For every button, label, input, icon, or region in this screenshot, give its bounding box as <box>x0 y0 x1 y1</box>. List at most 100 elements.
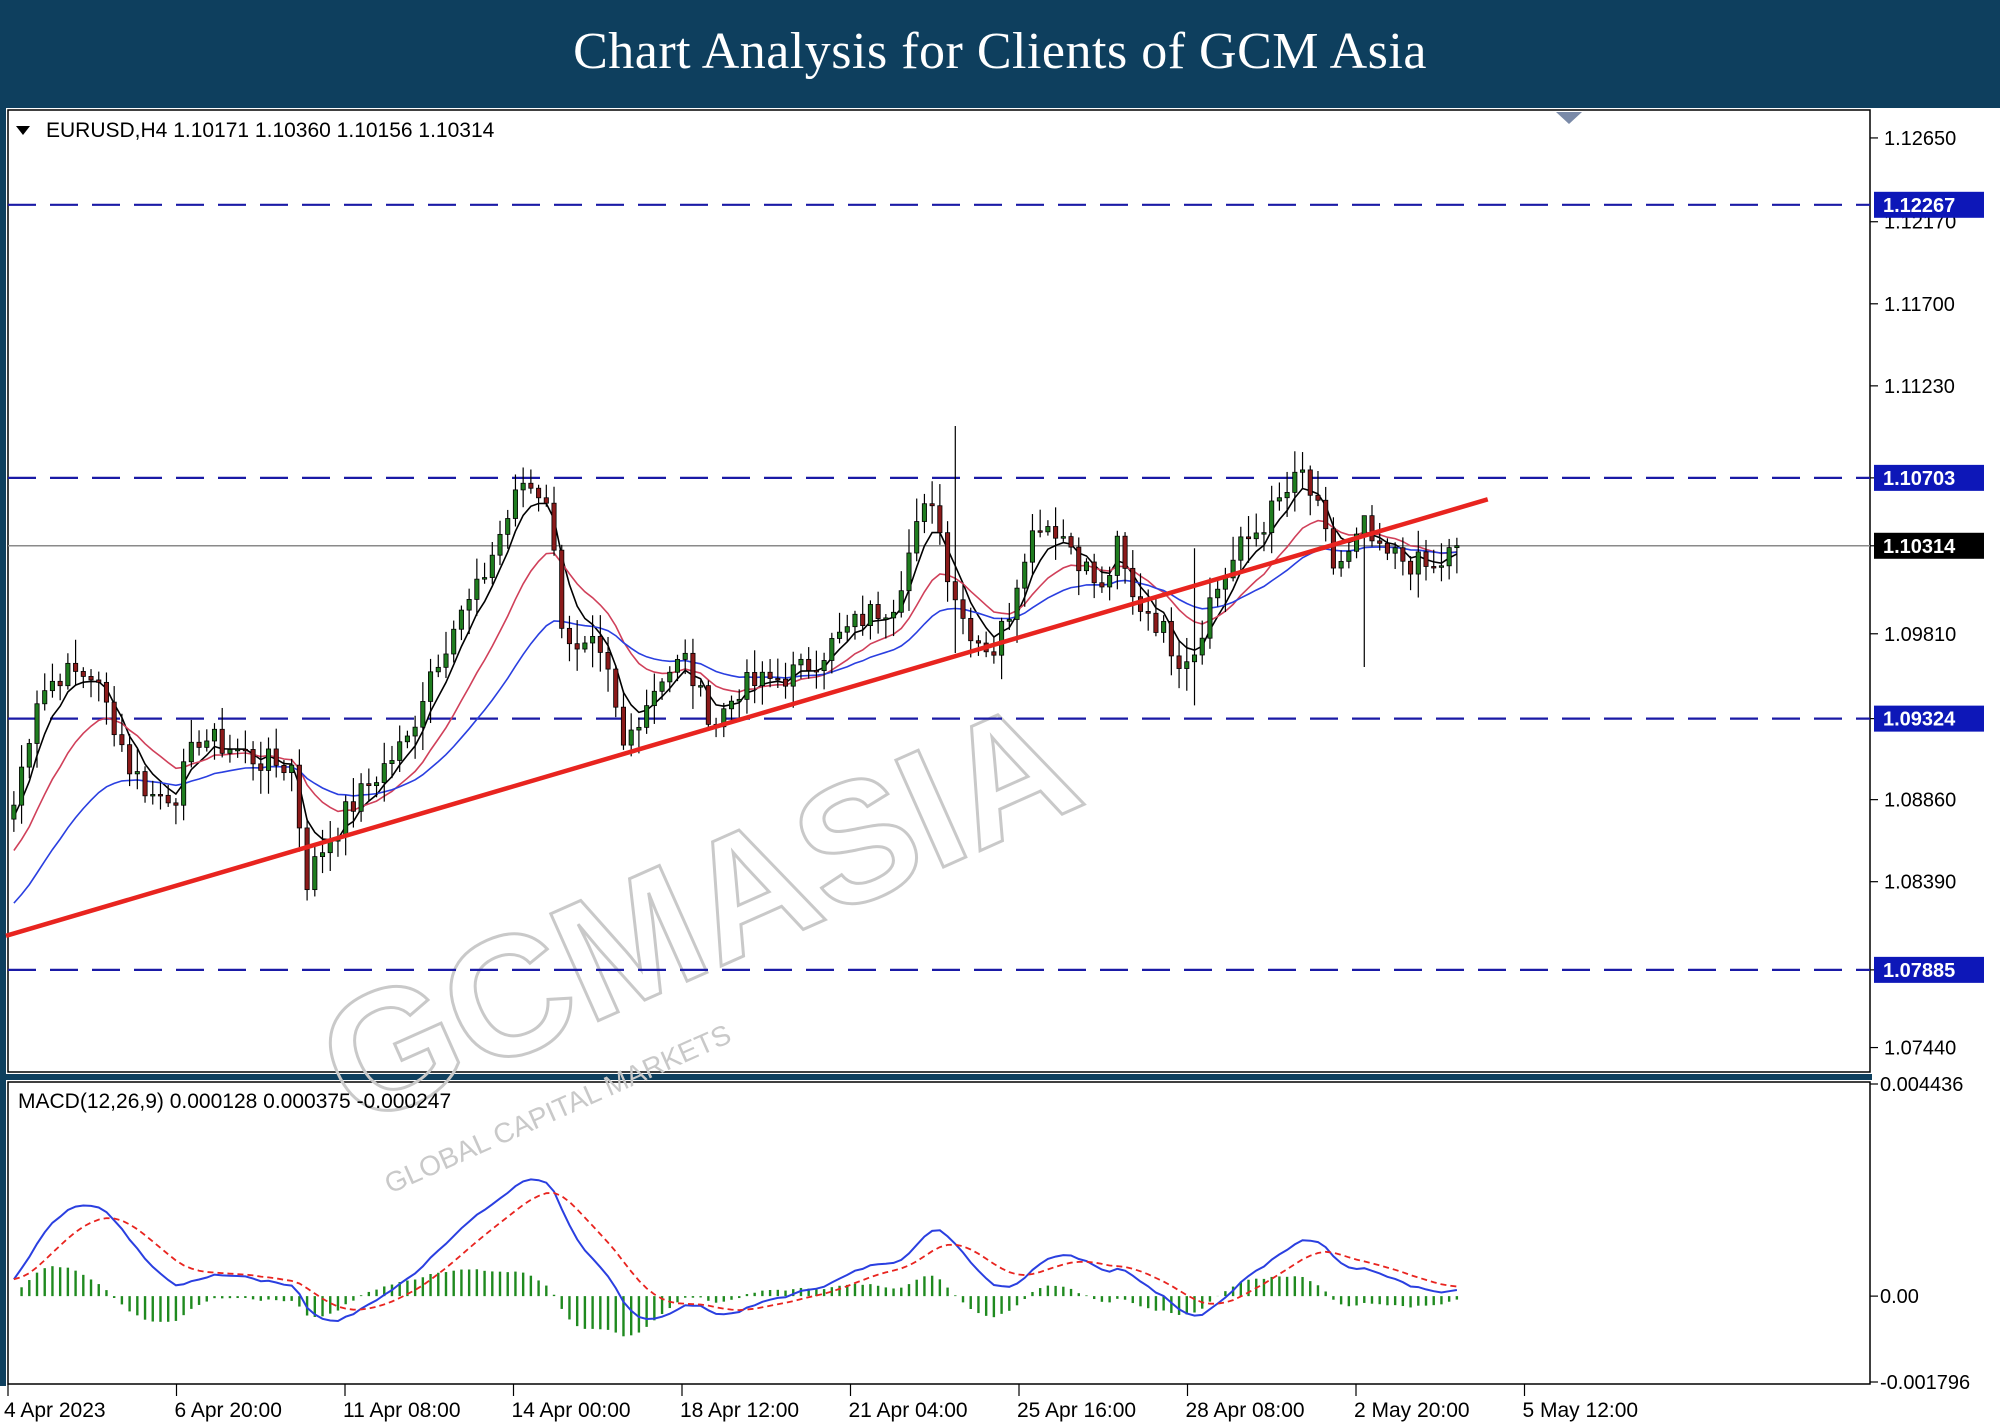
candle-body <box>991 651 997 656</box>
candle-body <box>482 577 488 580</box>
main-panel-border <box>7 109 1871 1073</box>
candle-body <box>790 664 796 687</box>
candle-body <box>1346 550 1352 562</box>
candle-body <box>134 771 140 775</box>
candle-body <box>204 740 210 748</box>
candle-body <box>1060 536 1066 539</box>
macd-panel <box>6 1080 1872 1386</box>
candle-body <box>1153 612 1159 633</box>
candle-body <box>613 668 619 708</box>
candle-body <box>227 749 233 754</box>
candle-body <box>211 728 218 742</box>
candle-body <box>1438 565 1444 568</box>
candle-body <box>1053 526 1059 539</box>
time-tick-label: 14 Apr 00:00 <box>512 1399 631 1422</box>
candle-body <box>512 489 518 519</box>
candle-body <box>644 705 650 728</box>
candle-body <box>728 700 735 710</box>
candle-body <box>528 482 534 489</box>
candle-body <box>420 701 426 728</box>
candle-body <box>597 636 603 653</box>
candle-body <box>157 794 163 797</box>
price-label-text: 1.10703 <box>1883 468 1955 490</box>
candle-body <box>1431 566 1437 569</box>
price-label-text: 1.07885 <box>1883 960 1955 982</box>
price-tick-label: 1.08860 <box>1884 790 1956 812</box>
time-tick-label: 4 Apr 2023 <box>4 1399 106 1422</box>
candle-body <box>196 741 202 748</box>
candle-body <box>374 782 380 787</box>
candle-body <box>397 741 403 761</box>
candle-body <box>366 783 372 787</box>
price-label-box <box>1874 956 1984 983</box>
candle-body <box>520 482 526 491</box>
candle-body <box>821 660 827 672</box>
candle-body <box>1384 542 1390 554</box>
candle-body <box>975 640 981 644</box>
candle-body <box>42 690 48 705</box>
candle-body <box>620 706 626 746</box>
candle-body <box>1107 575 1113 588</box>
candle-body <box>543 497 549 504</box>
candle-body <box>219 728 225 754</box>
candle-body <box>1029 530 1035 563</box>
candle-body <box>566 627 572 645</box>
ma-slow-line <box>13 546 1457 904</box>
candle-body <box>127 744 133 775</box>
candle-body <box>466 599 472 611</box>
candle-body <box>574 643 580 650</box>
candle-body <box>837 631 843 639</box>
candle-body <box>651 690 657 707</box>
macd-tick-label: 0.00 <box>1880 1286 1919 1308</box>
candle-body <box>73 662 79 672</box>
candle-body <box>26 743 32 768</box>
candle-body <box>181 761 187 806</box>
candle-body <box>628 729 634 746</box>
candle-body <box>1269 500 1275 534</box>
macd-tick-label: -0.001796 <box>1880 1372 1970 1394</box>
candle-body <box>312 856 318 891</box>
candle-body <box>883 617 889 620</box>
candle-body <box>921 503 927 522</box>
candle-body <box>891 611 897 619</box>
candle-body <box>165 794 171 804</box>
price-label-box <box>1874 705 1984 732</box>
candle-body <box>304 827 310 891</box>
candle-body <box>914 521 920 554</box>
candle-body <box>605 652 611 670</box>
candle-body <box>1022 561 1028 589</box>
candle-body <box>875 604 881 619</box>
candle-body <box>952 581 958 601</box>
price-tick-label: 1.07440 <box>1884 1038 1956 1060</box>
candle-body <box>242 748 248 752</box>
candle-body <box>929 503 935 507</box>
time-axis: 4 Apr 2023 6 Apr 20:00 11 Apr 08:00 14 Apr … <box>4 1384 1638 1422</box>
time-tick-label: 6 Apr 20:00 <box>175 1399 282 1422</box>
candle-body <box>458 609 464 630</box>
candle-body <box>1114 535 1120 576</box>
candle-body <box>1408 560 1414 575</box>
candle-body <box>829 638 835 661</box>
candle-body <box>705 685 711 725</box>
candle-body <box>1091 561 1097 584</box>
price-label-text: 1.12267 <box>1883 195 1955 217</box>
price-tick-label: 1.08390 <box>1884 872 1956 894</box>
candle-body <box>273 748 279 766</box>
candle-body <box>551 502 557 551</box>
candle-body <box>1261 532 1267 535</box>
candle-body <box>80 671 86 677</box>
scroll-marker-icon[interactable] <box>1556 112 1582 124</box>
candle-body <box>1292 471 1298 493</box>
dropdown-triangle-icon[interactable] <box>16 126 30 135</box>
candle-body <box>674 659 681 673</box>
candle-body <box>813 670 819 673</box>
candle-body <box>736 698 742 702</box>
candle-body <box>57 680 63 687</box>
time-tick-label: 11 Apr 08:00 <box>343 1399 461 1422</box>
support-trendline[interactable] <box>5 497 1489 938</box>
price-tick-label: 1.12650 <box>1884 128 1956 150</box>
candle-body <box>1215 588 1221 599</box>
candle-body <box>1037 530 1043 533</box>
time-tick-label: 2 May 20:00 <box>1354 1399 1470 1422</box>
candle-body <box>350 801 356 812</box>
